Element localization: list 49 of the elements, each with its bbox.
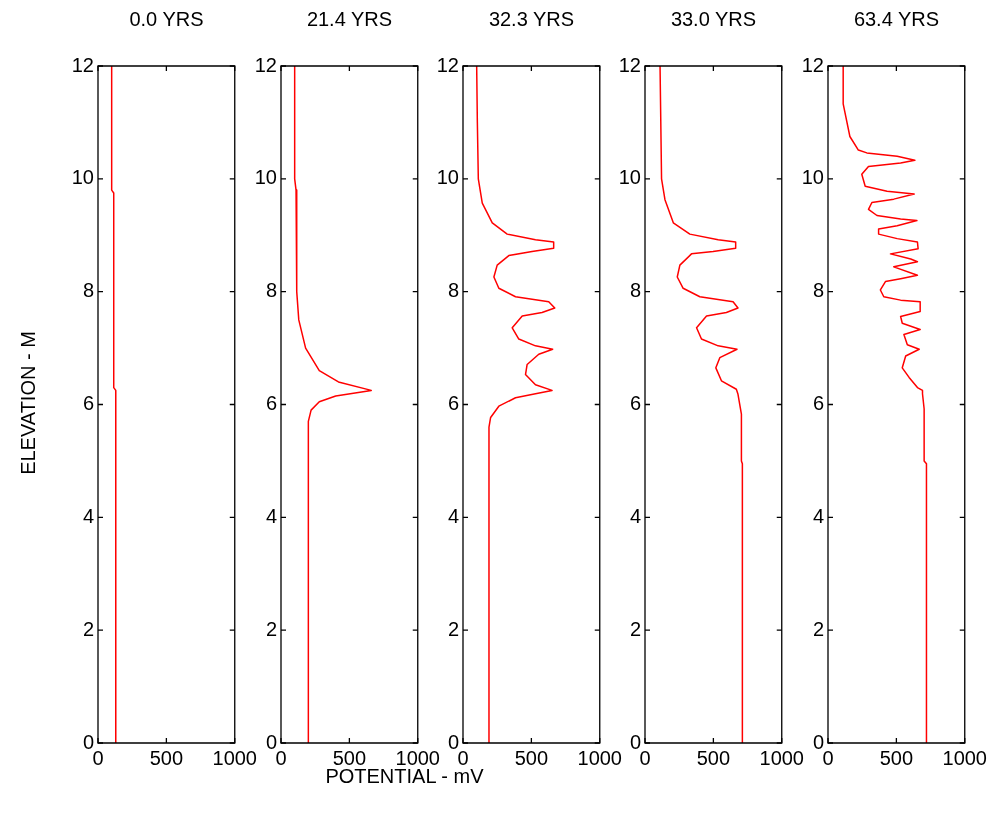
- y-tick-label: 8: [82, 279, 94, 302]
- y-tick-label: 10: [801, 166, 824, 189]
- y-tick-label: 4: [812, 504, 824, 527]
- y-tick-label: 0: [812, 730, 824, 753]
- x-tick-label: 1000: [942, 746, 987, 769]
- y-tick-label: 8: [265, 279, 277, 302]
- y-axis-title: ELEVATION - M: [16, 330, 40, 475]
- y-tick-label: 2: [447, 617, 459, 640]
- y-tick-label: 2: [629, 617, 641, 640]
- x-tick-label: 1000: [212, 746, 257, 769]
- y-tick-label: 10: [254, 166, 277, 189]
- y-tick-label: 8: [812, 279, 824, 302]
- y-tick-label: 6: [265, 392, 277, 415]
- y-tick-label: 8: [447, 279, 459, 302]
- y-tick-label: 12: [71, 53, 94, 76]
- chart-title: 63.4 YRS: [853, 8, 940, 31]
- y-tick-label: 0: [82, 730, 94, 753]
- y-tick-label: 0: [265, 730, 277, 753]
- y-tick-label: 10: [618, 166, 641, 189]
- y-tick-label: 10: [71, 166, 94, 189]
- y-tick-label: 12: [618, 53, 641, 76]
- y-tick-label: 0: [447, 730, 459, 753]
- x-tick-label: 500: [879, 746, 914, 769]
- y-tick-label: 8: [629, 279, 641, 302]
- x-tick-label: 500: [514, 746, 549, 769]
- y-tick-label: 2: [812, 617, 824, 640]
- y-tick-label: 4: [447, 504, 459, 527]
- y-tick-label: 6: [812, 392, 824, 415]
- chart-title: 0.0 YRS: [129, 8, 204, 31]
- y-tick-label: 10: [436, 166, 459, 189]
- y-tick-label: 6: [82, 392, 94, 415]
- x-tick-label: 1000: [759, 746, 804, 769]
- y-tick-label: 4: [265, 504, 277, 527]
- y-tick-label: 4: [82, 504, 94, 527]
- y-tick-label: 2: [265, 617, 277, 640]
- y-tick-label: 12: [436, 53, 459, 76]
- x-tick-label: 500: [696, 746, 731, 769]
- y-tick-label: 6: [447, 392, 459, 415]
- x-tick-label: 1000: [577, 746, 622, 769]
- y-tick-label: 12: [254, 53, 277, 76]
- y-tick-label: 6: [629, 392, 641, 415]
- chart-title: 21.4 YRS: [306, 8, 393, 31]
- x-tick-label: 500: [149, 746, 184, 769]
- y-tick-label: 12: [801, 53, 824, 76]
- chart-title: 32.3 YRS: [488, 8, 575, 31]
- chart-title: 33.0 YRS: [670, 8, 757, 31]
- y-tick-label: 2: [82, 617, 94, 640]
- y-tick-label: 0: [629, 730, 641, 753]
- y-tick-label: 4: [629, 504, 641, 527]
